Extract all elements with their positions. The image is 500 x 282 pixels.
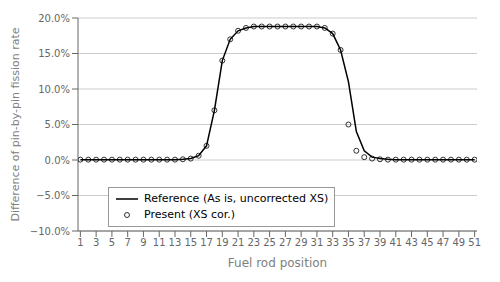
svg-text:49: 49 [452, 237, 465, 248]
svg-text:51: 51 [468, 237, 481, 248]
svg-text:5.0%: 5.0% [45, 119, 70, 130]
svg-text:21: 21 [232, 237, 245, 248]
svg-text:19: 19 [216, 237, 229, 248]
svg-text:5: 5 [109, 237, 115, 248]
html-text:Reference (As is, uncorrected: Reference (As is, uncorrected XS) [144, 192, 329, 205]
svg-text:27: 27 [279, 237, 292, 248]
svg-text:Fuel rod position: Fuel rod position [228, 256, 327, 270]
svg-text:11: 11 [153, 237, 166, 248]
svg-text:43: 43 [405, 237, 418, 248]
svg-text:−10.0%: −10.0% [30, 226, 70, 237]
svg-text:13: 13 [169, 237, 182, 248]
svg-text:31: 31 [311, 237, 324, 248]
svg-text:0.0%: 0.0% [45, 155, 70, 166]
svg-text:41: 41 [389, 237, 402, 248]
svg-text:45: 45 [421, 237, 434, 248]
svg-text:15: 15 [184, 237, 197, 248]
svg-text:35: 35 [342, 237, 355, 248]
svg-text:20.0%: 20.0% [38, 13, 70, 24]
svg-text:25: 25 [263, 237, 276, 248]
svg-text:3: 3 [93, 237, 99, 248]
svg-text:9: 9 [140, 237, 146, 248]
svg-text:1: 1 [77, 237, 83, 248]
svg-text:Difference of pin-by-pin fissi: Difference of pin-by-pin fission rate [9, 27, 22, 221]
svg-text:33: 33 [326, 237, 339, 248]
svg-text:47: 47 [437, 237, 450, 248]
svg-text:15.0%: 15.0% [38, 48, 70, 59]
svg-text:29: 29 [295, 237, 308, 248]
svg-text:37: 37 [358, 237, 371, 248]
svg-text:10.0%: 10.0% [38, 84, 70, 95]
svg-text:7: 7 [124, 237, 130, 248]
html-text:Present (XS cor.): Present (XS cor.) [144, 208, 236, 221]
svg-text:39: 39 [374, 237, 387, 248]
svg-text:−5.0%: −5.0% [36, 190, 70, 201]
svg-text:17: 17 [200, 237, 213, 248]
svg-text:23: 23 [247, 237, 260, 248]
